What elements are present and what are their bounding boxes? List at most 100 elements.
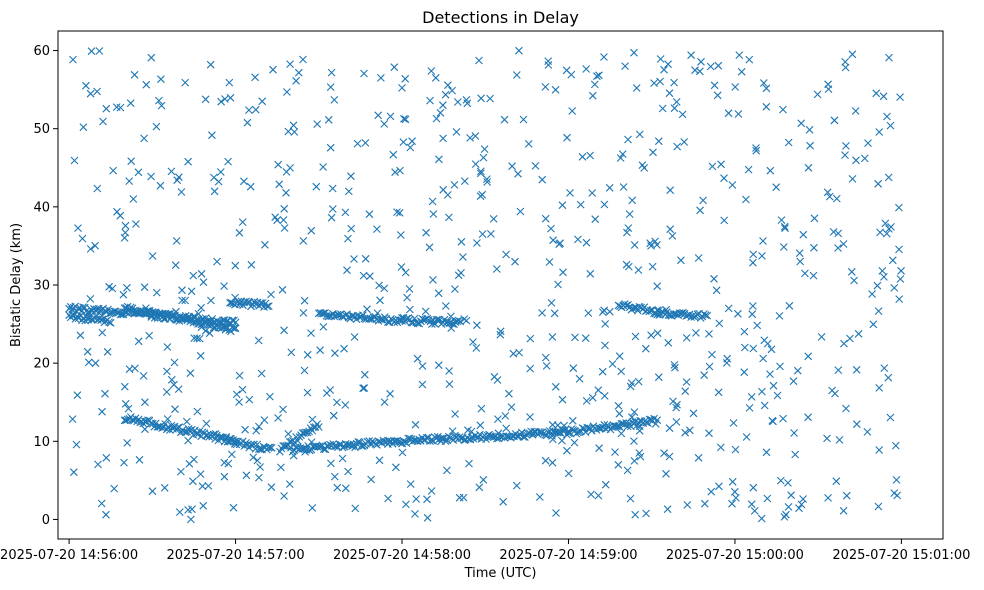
data-point <box>749 344 758 353</box>
data-point <box>186 369 195 378</box>
data-point <box>804 413 812 422</box>
data-point <box>494 415 502 423</box>
data-point <box>817 333 826 341</box>
data-point <box>697 57 705 66</box>
data-point <box>590 80 599 89</box>
data-point <box>103 347 112 356</box>
data-point <box>181 78 190 87</box>
data-point <box>448 86 456 95</box>
data-point <box>526 334 535 343</box>
data-point <box>670 78 678 87</box>
data-point <box>581 334 590 343</box>
data-point <box>98 407 106 416</box>
data-point <box>83 347 92 356</box>
data-point <box>689 409 698 418</box>
y-axis-label: Bistatic Delay (km) <box>9 223 24 347</box>
data-point <box>365 210 374 219</box>
data-point <box>91 241 99 250</box>
data-point <box>600 420 609 429</box>
data-point <box>472 344 481 352</box>
data-point <box>714 61 723 70</box>
data-point <box>359 271 368 280</box>
data-point <box>147 172 155 181</box>
data-point <box>197 269 206 278</box>
data-point <box>729 419 738 427</box>
data-point <box>184 506 192 514</box>
data-point <box>123 283 131 292</box>
data-point <box>526 364 535 373</box>
data-point <box>759 79 768 87</box>
data-point <box>762 448 771 457</box>
data-point <box>130 70 139 79</box>
data-point <box>616 154 625 162</box>
data-point <box>598 367 607 376</box>
data-point <box>121 228 130 237</box>
data-point <box>299 237 308 245</box>
data-point <box>670 104 679 113</box>
data-point <box>700 371 709 380</box>
data-point <box>860 154 869 163</box>
data-point <box>505 389 513 398</box>
data-point <box>586 151 594 160</box>
data-point <box>380 284 389 293</box>
data-point <box>875 384 884 392</box>
data-point <box>782 510 790 519</box>
data-point <box>809 271 818 280</box>
data-point <box>593 72 601 81</box>
data-point <box>307 329 315 337</box>
data-point <box>256 445 265 453</box>
data-point <box>367 475 375 484</box>
data-point <box>731 445 740 454</box>
data-point <box>245 106 253 114</box>
data-point <box>717 160 725 169</box>
data-point <box>418 380 427 389</box>
data-point <box>392 463 400 472</box>
data-point <box>535 493 544 501</box>
data-point <box>125 177 134 185</box>
data-point <box>384 494 392 503</box>
data-point <box>258 97 267 106</box>
data-point <box>227 450 236 459</box>
data-point <box>785 301 794 310</box>
data-point <box>878 267 887 275</box>
data-point <box>457 237 466 246</box>
data-point <box>558 436 566 445</box>
data-point <box>267 483 276 492</box>
data-point <box>574 235 582 244</box>
data-point <box>605 307 614 316</box>
data-point <box>634 266 643 274</box>
data-point <box>434 289 443 298</box>
data-point <box>502 424 511 433</box>
data-point <box>301 448 309 456</box>
data-point <box>326 143 335 152</box>
data-point <box>194 310 203 318</box>
data-point <box>70 156 79 165</box>
data-point <box>630 408 639 416</box>
data-point <box>247 260 256 269</box>
data-point <box>327 459 335 468</box>
data-point <box>708 350 716 359</box>
data-point <box>842 491 851 500</box>
data-point <box>705 429 713 438</box>
data-point <box>748 310 757 319</box>
data-point <box>890 489 899 497</box>
data-point <box>418 362 427 370</box>
data-point <box>305 446 314 454</box>
data-point <box>477 404 486 413</box>
data-point <box>558 201 567 210</box>
data-point <box>413 354 422 363</box>
data-point <box>582 65 591 73</box>
data-point <box>545 258 554 266</box>
data-point <box>344 234 352 243</box>
data-point <box>884 373 893 382</box>
data-point <box>140 134 148 143</box>
data-point <box>231 293 239 302</box>
data-point <box>582 397 591 405</box>
data-point <box>360 69 368 78</box>
data-point <box>177 467 185 476</box>
data-point <box>421 315 430 324</box>
data-point <box>578 152 587 161</box>
data-point <box>708 162 717 171</box>
data-point <box>489 215 498 223</box>
data-point <box>665 424 674 433</box>
